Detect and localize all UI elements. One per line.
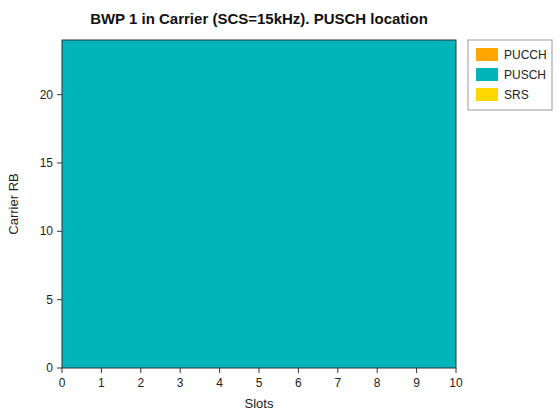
y-tick	[57, 299, 62, 300]
x-tick	[101, 368, 102, 373]
x-tick-label: 7	[334, 376, 341, 390]
y-tick-label: 0	[46, 361, 53, 375]
x-tick-label: 8	[374, 376, 381, 390]
y-axis-label: Carrier RB	[6, 173, 21, 234]
y-tick	[57, 368, 62, 369]
x-tick-label: 1	[98, 376, 105, 390]
title: BWP 1 in Carrier (SCS=15kHz). PUSCH loca…	[90, 10, 428, 27]
chart-container: 0 1 2 3 4 5 6 7 8 9 10 0 5 10 15 20 BWP 1 in Carrier (SC…	[0, 0, 560, 420]
legend-label: PUCCH	[504, 48, 547, 62]
y-tick-label: 5	[46, 293, 53, 307]
x-tick	[456, 368, 457, 373]
region	[62, 40, 456, 368]
y-tick	[57, 163, 62, 164]
x-tick	[377, 368, 378, 373]
y-tick	[57, 231, 62, 232]
x-tick	[140, 368, 141, 373]
x-tick-label: 6	[295, 376, 302, 390]
x-tick-label: 10	[449, 376, 463, 390]
y-tick-label: 10	[40, 224, 54, 238]
x-tick-label: 3	[177, 376, 184, 390]
plot-background	[62, 40, 456, 368]
y-tick-label: 20	[40, 88, 54, 102]
legend-label: SRS	[504, 88, 529, 102]
x-tick	[298, 368, 299, 373]
x-tick-label: 9	[413, 376, 420, 390]
marks	[62, 40, 456, 368]
legend-swatch	[476, 68, 498, 81]
x-tick-label: 2	[137, 376, 144, 390]
y-tick-label: 15	[40, 156, 54, 170]
x-tick-label: 0	[59, 376, 66, 390]
legend-swatch	[476, 88, 498, 101]
chart: 0 1 2 3 4 5 6 7 8 9 10 0 5 10 15 20 BWP 1 in Carrier (SC…	[0, 0, 560, 420]
x-tick	[62, 368, 63, 373]
legend-label: PUSCH	[504, 68, 546, 82]
x-tick	[180, 368, 181, 373]
legend-swatch	[476, 48, 498, 61]
legend: PUCCH PUSCH SRS	[468, 40, 552, 110]
x-tick-label: 4	[216, 376, 223, 390]
x-tick-label: 5	[256, 376, 263, 390]
legend-box	[468, 40, 552, 110]
x-tick	[416, 368, 417, 373]
y-tick	[57, 94, 62, 95]
plot-frame	[62, 40, 456, 368]
x-axis-label: Slots	[245, 396, 274, 411]
x-tick	[337, 368, 338, 373]
x-tick	[259, 368, 260, 373]
x-tick	[219, 368, 220, 373]
